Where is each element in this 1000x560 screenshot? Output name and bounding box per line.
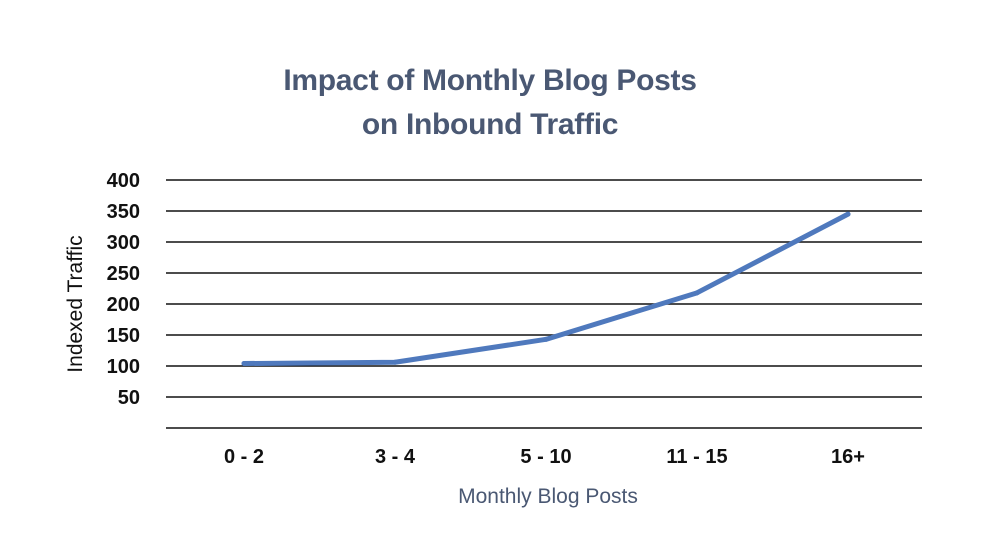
x-axis-label: Monthly Blog Posts xyxy=(458,485,638,508)
series-group xyxy=(241,211,851,367)
y-tick-label: 200 xyxy=(107,294,140,316)
x-tick-label: 0 - 2 xyxy=(224,446,264,468)
data-point xyxy=(392,359,398,365)
gridlines xyxy=(166,179,922,429)
x-tick-label: 16+ xyxy=(831,446,865,468)
data-point xyxy=(241,361,247,367)
y-tick-label: 400 xyxy=(107,170,140,192)
y-axis-label: Indexed Traffic xyxy=(64,235,87,372)
y-tick-label: 250 xyxy=(107,263,140,285)
chart-title-line-1: Impact of Monthly Blog Posts xyxy=(283,64,697,97)
x-tick-label: 3 - 4 xyxy=(375,446,416,468)
x-tick-labels: 0 - 2 3 - 4 5 - 10 11 - 15 16+ xyxy=(224,446,865,468)
chart-title-line-2: on Inbound Traffic xyxy=(361,108,619,141)
data-point xyxy=(543,336,549,342)
x-tick-label: 5 - 10 xyxy=(520,446,571,468)
x-tick-label: 11 - 15 xyxy=(666,446,727,468)
y-tick-label: 100 xyxy=(107,356,140,378)
y-tick-label: 350 xyxy=(107,201,140,223)
data-point xyxy=(694,290,700,296)
y-tick-label: 150 xyxy=(107,325,140,347)
y-tick-labels: 50 100 150 200 250 300 350 400 xyxy=(107,170,140,409)
y-tick-label: 300 xyxy=(107,232,140,254)
data-point xyxy=(845,211,851,217)
y-tick-label: 50 xyxy=(118,387,140,409)
